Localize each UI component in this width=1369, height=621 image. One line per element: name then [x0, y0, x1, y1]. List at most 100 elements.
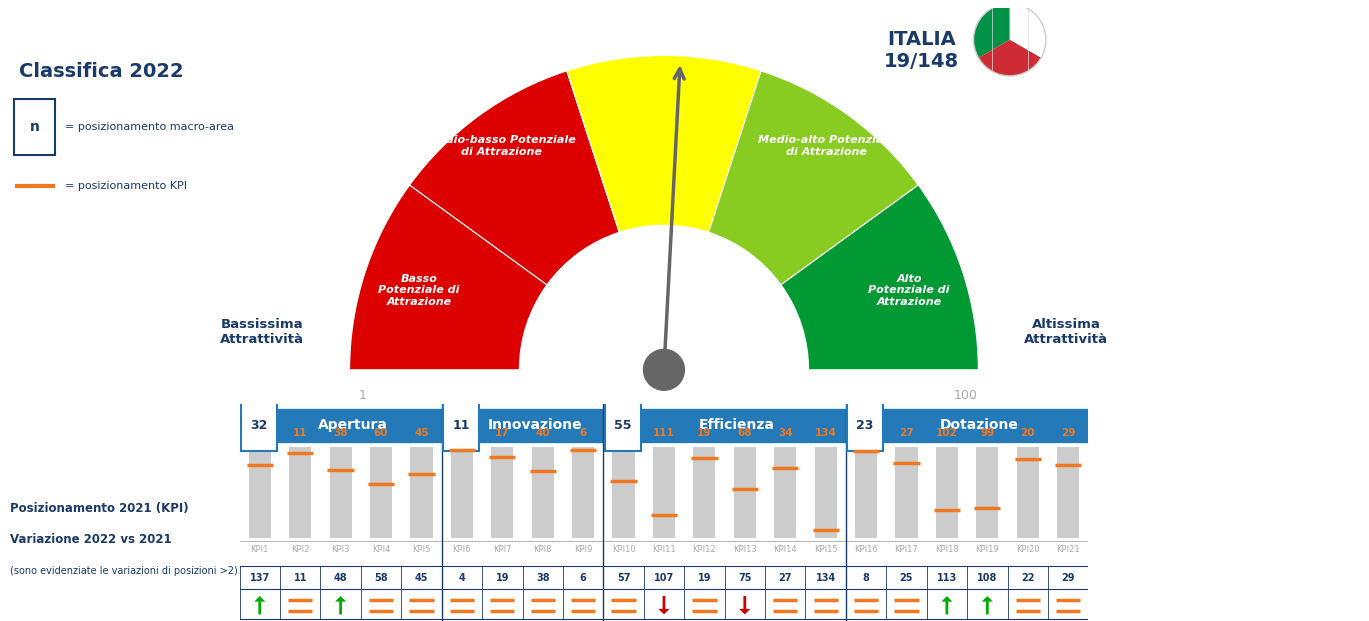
Text: n: n	[30, 120, 40, 134]
Text: 60: 60	[374, 428, 389, 438]
Text: KPI21: KPI21	[1057, 545, 1080, 554]
Bar	[693, 447, 716, 538]
Text: 34: 34	[778, 428, 793, 438]
Text: 19: 19	[698, 573, 711, 582]
Text: 45: 45	[415, 428, 428, 438]
Bar	[1017, 447, 1039, 538]
Text: (sono evidenziate le variazioni di posizioni >2): (sono evidenziate le variazioni di posiz…	[10, 566, 237, 576]
FancyBboxPatch shape	[847, 399, 883, 451]
Text: KPI3: KPI3	[331, 545, 350, 554]
Text: 1: 1	[359, 389, 366, 402]
Text: KPI11: KPI11	[652, 545, 676, 554]
Text: 107: 107	[654, 573, 674, 582]
Text: 22: 22	[1021, 573, 1035, 582]
Text: Bassissima
Attrattività: Bassissima Attrattività	[219, 318, 304, 346]
Text: 27: 27	[899, 428, 913, 438]
FancyBboxPatch shape	[444, 399, 479, 451]
Bar	[240, 408, 442, 443]
Text: 20: 20	[1020, 428, 1035, 438]
Text: 19: 19	[496, 573, 509, 582]
Text: KPI6: KPI6	[453, 545, 471, 554]
Wedge shape	[709, 71, 919, 285]
Text: 99: 99	[980, 428, 994, 438]
Bar	[289, 447, 311, 538]
Text: 38: 38	[535, 573, 549, 582]
Bar	[895, 447, 917, 538]
Text: Alto
Potenziale di
Attrazione: Alto Potenziale di Attrazione	[868, 274, 950, 307]
Bar	[612, 447, 635, 538]
Wedge shape	[780, 185, 979, 370]
Text: 29: 29	[1061, 428, 1075, 438]
Text: 55: 55	[613, 419, 631, 432]
Text: 58: 58	[374, 573, 387, 582]
Text: 19: 19	[697, 428, 712, 438]
FancyBboxPatch shape	[14, 99, 55, 155]
Text: Variazione 2022 vs 2021: Variazione 2022 vs 2021	[10, 533, 171, 546]
Text: KPI12: KPI12	[693, 545, 716, 554]
Text: KPI17: KPI17	[894, 545, 919, 554]
Text: 11: 11	[452, 419, 470, 432]
Text: = posizionamento KPI: = posizionamento KPI	[64, 181, 186, 191]
Text: 38: 38	[334, 428, 348, 438]
Text: 32: 32	[251, 419, 267, 432]
Bar	[653, 447, 675, 538]
Text: 113: 113	[936, 573, 957, 582]
Circle shape	[643, 350, 684, 390]
Text: 27: 27	[779, 573, 793, 582]
Text: KPI1: KPI1	[251, 545, 268, 554]
Wedge shape	[349, 185, 548, 370]
Text: 6: 6	[579, 573, 586, 582]
Text: Classifica 2022: Classifica 2022	[19, 62, 183, 81]
Text: 29: 29	[1061, 573, 1075, 582]
Text: 134: 134	[816, 573, 835, 582]
Text: KPI18: KPI18	[935, 545, 958, 554]
Bar	[815, 447, 836, 538]
Text: 56: 56	[616, 428, 631, 438]
Text: 17: 17	[496, 428, 509, 438]
Text: KPI10: KPI10	[612, 545, 635, 554]
Text: Innovazione: Innovazione	[487, 419, 582, 432]
Text: Medio-basso Potenziale
di Attrazione: Medio-basso Potenziale di Attrazione	[427, 135, 576, 157]
Text: 11: 11	[293, 573, 307, 582]
Text: 57: 57	[617, 573, 630, 582]
Text: KPI8: KPI8	[534, 545, 552, 554]
Text: 137: 137	[249, 573, 270, 582]
Text: 108: 108	[977, 573, 998, 582]
Wedge shape	[973, 4, 1010, 58]
Text: 29: 29	[253, 428, 267, 438]
Text: 48: 48	[334, 573, 348, 582]
Text: = posizionamento macro-area: = posizionamento macro-area	[64, 122, 234, 132]
Text: KPI5: KPI5	[412, 545, 431, 554]
Text: Posizionamento 2021 (KPI): Posizionamento 2021 (KPI)	[10, 502, 188, 515]
Bar	[936, 447, 958, 538]
Text: 4: 4	[459, 573, 465, 582]
Text: 25: 25	[899, 573, 913, 582]
Bar	[1057, 447, 1079, 538]
Text: KPI16: KPI16	[854, 545, 878, 554]
Text: KPI15: KPI15	[813, 545, 838, 554]
Text: 8: 8	[862, 428, 869, 438]
Text: 23: 23	[857, 419, 873, 432]
Bar	[450, 447, 472, 538]
Bar	[330, 447, 352, 538]
Text: Dotazione: Dotazione	[939, 419, 1019, 432]
Text: 75: 75	[738, 573, 752, 582]
Text: 102: 102	[936, 428, 958, 438]
Text: 6: 6	[579, 428, 587, 438]
Text: 100: 100	[954, 389, 977, 402]
Text: KPI19: KPI19	[976, 545, 999, 554]
Text: 40: 40	[535, 428, 550, 438]
Text: KPI13: KPI13	[732, 545, 757, 554]
Bar	[846, 408, 1088, 443]
Bar	[854, 447, 878, 538]
Text: 111: 111	[653, 428, 675, 438]
Text: KPI2: KPI2	[292, 545, 309, 554]
Text: 6: 6	[459, 428, 465, 438]
Text: Efficienza: Efficienza	[698, 419, 775, 432]
Bar	[370, 447, 392, 538]
Text: KPI14: KPI14	[773, 545, 797, 554]
Text: 8: 8	[862, 573, 869, 582]
Text: Medio-alto Potenziale
di Attrazione: Medio-alto Potenziale di Attrazione	[758, 135, 895, 157]
Bar	[491, 447, 513, 538]
Wedge shape	[979, 40, 1040, 76]
